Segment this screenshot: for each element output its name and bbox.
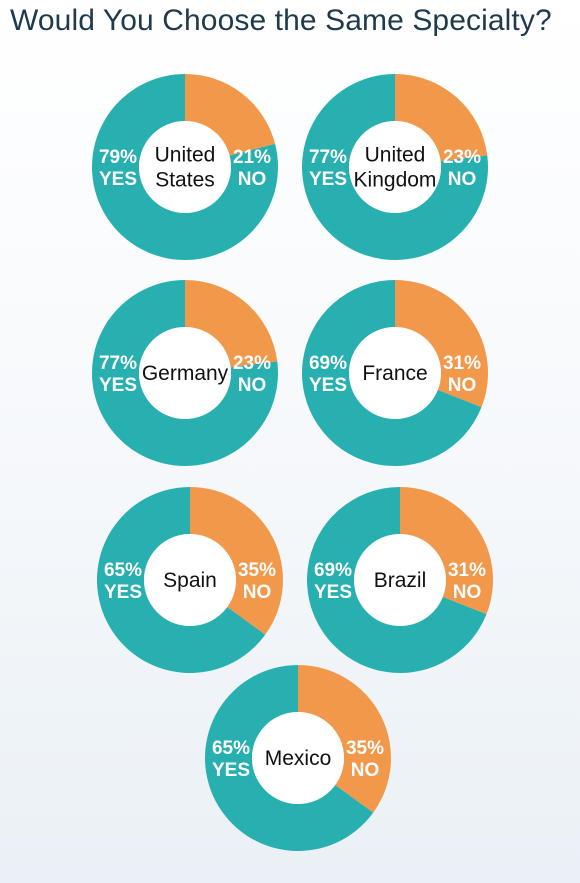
no-word-label: NO [448, 375, 477, 396]
slice-yes [91, 280, 278, 466]
country-label: Mexico [265, 747, 332, 770]
donut-hole [349, 327, 441, 419]
yes-word-label: YES [99, 169, 137, 190]
donut-chart: Mexico 65%YES 35%NO [204, 665, 391, 852]
slice-yes [204, 665, 374, 852]
yes-word-label: YES [99, 375, 137, 396]
slice-no [190, 487, 283, 635]
slice-yes [302, 280, 482, 466]
slice-yes [302, 74, 488, 260]
donut-chart: Spain 65%YES 35%NO [96, 487, 283, 673]
country-label: Kingdom [354, 169, 437, 192]
yes-word-label: YES [104, 582, 142, 603]
yes-percent-label: 77% [99, 353, 137, 374]
yes-word-label: YES [212, 760, 250, 781]
slice-yes [307, 487, 487, 673]
yes-percent-label: 65% [212, 738, 250, 759]
no-percent-label: 31% [448, 560, 486, 581]
no-word-label: NO [238, 169, 267, 190]
donut-hole [252, 712, 344, 804]
yes-percent-label: 77% [309, 147, 347, 168]
donut-hole [139, 121, 231, 213]
country-label: States [155, 169, 215, 192]
no-percent-label: 23% [233, 353, 271, 374]
yes-percent-label: 65% [104, 560, 142, 581]
no-word-label: NO [453, 582, 482, 603]
slice-yes [96, 487, 266, 673]
chart-title: Would You Choose the Same Specialty? [10, 4, 552, 37]
donut-hole [349, 121, 441, 213]
yes-percent-label: 79% [99, 147, 137, 168]
slice-no [298, 665, 391, 813]
country-label: United [155, 144, 216, 167]
no-word-label: NO [351, 760, 380, 781]
no-word-label: NO [238, 375, 267, 396]
donut-hole [139, 327, 231, 419]
slice-no [185, 74, 276, 156]
donut-chart: France 69%YES 31%NO [302, 280, 488, 466]
slice-no [185, 280, 278, 368]
no-word-label: NO [448, 169, 477, 190]
slice-yes [91, 74, 279, 260]
country-label: France [362, 362, 427, 385]
yes-percent-label: 69% [314, 560, 352, 581]
yes-word-label: YES [309, 375, 347, 396]
country-label: Brazil [374, 569, 427, 592]
slice-no [395, 280, 488, 408]
donut-chart: Brazil 69%YES 31%NO [307, 487, 493, 673]
country-label: Spain [163, 569, 217, 592]
yes-percent-label: 69% [309, 353, 347, 374]
no-percent-label: 23% [443, 147, 481, 168]
country-label: United [365, 144, 426, 167]
yes-word-label: YES [309, 169, 347, 190]
yes-word-label: YES [314, 582, 352, 603]
no-percent-label: 35% [238, 560, 276, 581]
donut-hole [144, 534, 236, 626]
slice-no [400, 487, 493, 615]
slice-no [395, 74, 488, 162]
donut-hole [354, 534, 446, 626]
no-percent-label: 21% [233, 147, 271, 168]
no-percent-label: 35% [346, 738, 384, 759]
no-word-label: NO [243, 582, 272, 603]
no-percent-label: 31% [443, 353, 481, 374]
country-label: Germany [142, 362, 229, 385]
